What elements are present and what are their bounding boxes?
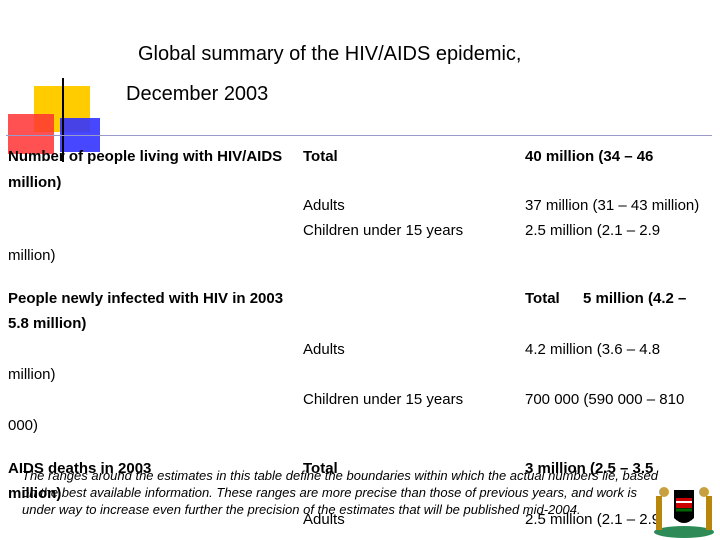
newly-total-value: 5 million (4.2 – [583,290,687,307]
deaths-total-value: 3 million (2.5 – 3.5 [525,460,654,477]
living-adults-value: 37 million (31 – 43 million) [525,197,700,214]
decor-red-square [8,114,54,154]
living-children-label: Children under 15 years [303,222,464,239]
living-heading: Number of people living with HIV/AIDS [8,148,283,165]
page-title: Global summary of the HIV/AIDS epidemic, [138,43,522,65]
page-subtitle: December 2003 [126,83,269,105]
newly-adults-label: Adults [303,341,345,358]
newly-children-value: 700 000 (590 000 – 810 [525,391,685,408]
living-total-label: Total [303,148,338,165]
newly-children-label: Children under 15 years [303,391,464,408]
deaths-total-label: Total [303,460,338,477]
newly-total-label: Total [525,290,560,307]
footnote-line-1: The ranges around the estimates in this … [22,468,658,483]
living-total-value-cont: million) [8,174,62,191]
footnote-line-3: under way to increase even further the p… [22,502,581,517]
living-children-value: 2.5 million (2.1 – 2.9 [525,222,661,239]
living-adults-label: Adults [303,197,345,214]
newly-heading: People newly infected with HIV in 2003 [8,290,284,307]
newly-total-value-cont: 5.8 million) [8,315,87,332]
decor-vertical-line [62,78,64,162]
deaths-total-value-cont: million) [8,485,62,502]
deaths-adults-value: 2.5 million (2.1 – 2.9 [525,511,661,528]
kenya-coat-of-arms-icon [654,487,714,538]
newly-adults-value: 4.2 million (3.6 – 4.8 [525,341,661,358]
living-children-value-cont: million) [8,247,56,264]
newly-children-value-cont: 000) [8,417,39,434]
deaths-adults-label: Adults [303,511,345,528]
footnote-line-2: on the best available information. These… [22,485,637,500]
living-total-value: 40 million (34 – 46 [525,148,654,165]
decor-horizontal-rule [6,135,712,136]
newly-adults-value-cont: million) [8,366,56,383]
deaths-heading: AIDS deaths in 2003 [8,460,152,477]
